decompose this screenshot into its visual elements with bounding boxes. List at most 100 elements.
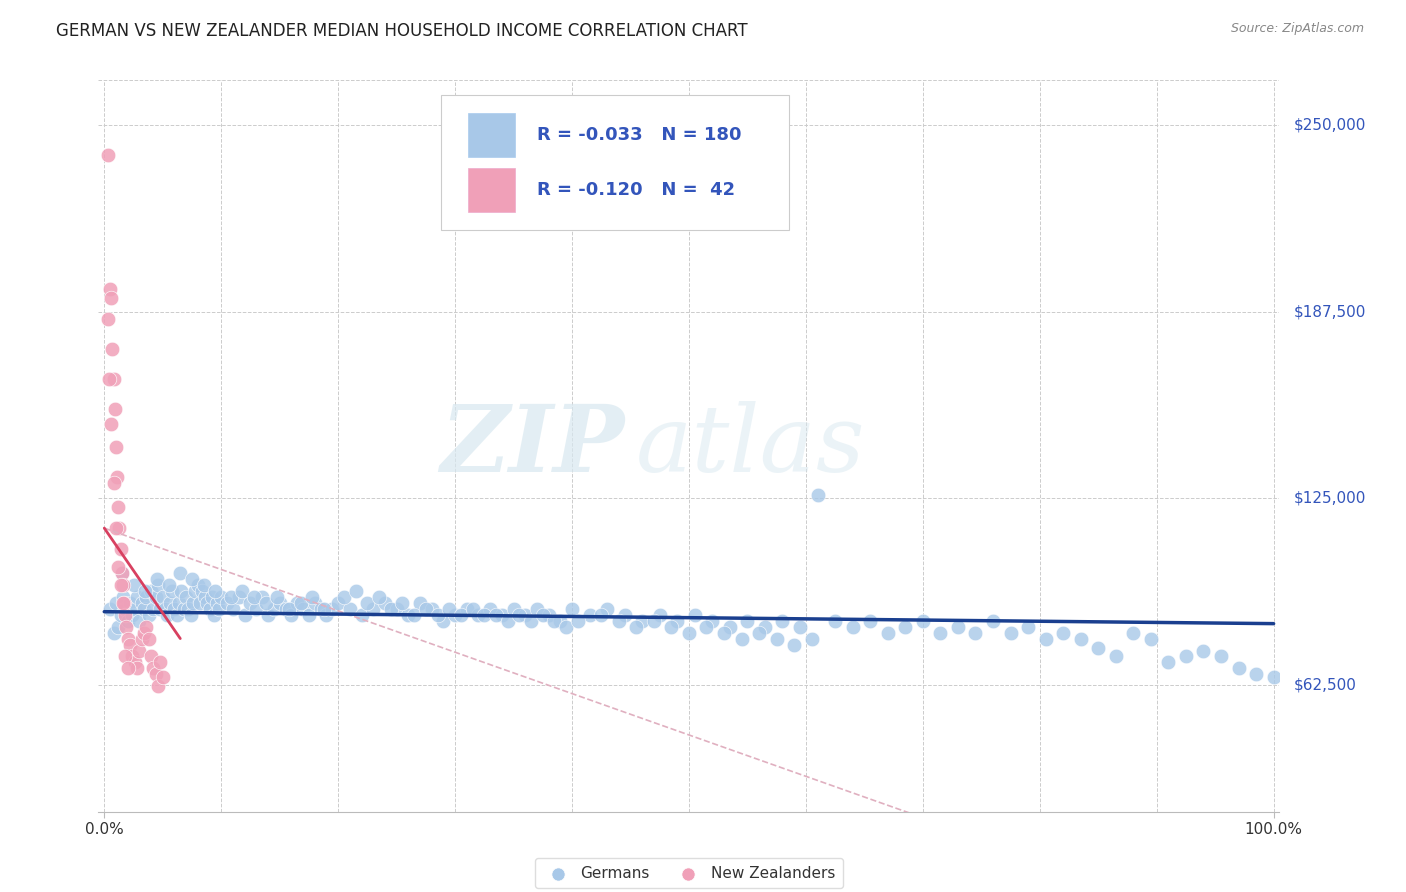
Point — [344, 583, 367, 598]
Point — [263, 601, 285, 615]
Point — [292, 601, 315, 615]
Point — [491, 607, 513, 622]
Point — [181, 572, 204, 586]
Point — [439, 601, 461, 615]
Point — [163, 601, 186, 615]
Point — [713, 625, 735, 640]
Point — [515, 607, 537, 622]
Point — [110, 578, 132, 592]
Point — [174, 590, 197, 604]
Point — [555, 619, 578, 633]
Point — [188, 596, 211, 610]
Point — [181, 596, 204, 610]
Text: ZIP: ZIP — [440, 401, 624, 491]
Point — [128, 614, 150, 628]
Point — [131, 632, 153, 646]
Point — [243, 590, 266, 604]
Point — [929, 625, 952, 640]
Text: $187,500: $187,500 — [1294, 304, 1365, 319]
Point — [198, 601, 221, 615]
Point — [321, 601, 343, 615]
Point — [254, 596, 277, 610]
Point — [191, 583, 214, 598]
Point — [1192, 643, 1215, 657]
Point — [765, 632, 787, 646]
Point — [142, 661, 165, 675]
Point — [117, 632, 139, 646]
Point — [131, 596, 153, 610]
Point — [138, 607, 160, 622]
Point — [104, 521, 127, 535]
Point — [103, 476, 125, 491]
Point — [125, 590, 148, 604]
Point — [108, 521, 131, 535]
Point — [138, 632, 160, 646]
Point — [508, 607, 530, 622]
Point — [946, 619, 969, 633]
Point — [280, 607, 302, 622]
Point — [145, 667, 167, 681]
Point — [146, 578, 169, 592]
Point — [1000, 625, 1022, 640]
Point — [180, 607, 202, 622]
Point — [149, 656, 172, 670]
Point — [800, 632, 823, 646]
Point — [111, 596, 134, 610]
Point — [173, 601, 195, 615]
Point — [981, 614, 1004, 628]
Point — [105, 470, 128, 484]
Point — [1017, 619, 1039, 633]
Point — [274, 601, 297, 615]
Point — [139, 583, 162, 598]
Point — [209, 590, 232, 604]
Point — [111, 590, 134, 604]
Point — [350, 607, 373, 622]
Point — [520, 614, 543, 628]
Point — [149, 601, 172, 615]
Point — [167, 596, 190, 610]
Point — [444, 607, 467, 622]
Point — [426, 607, 449, 622]
Point — [754, 619, 776, 633]
Point — [894, 619, 917, 633]
Point — [472, 607, 495, 622]
Point — [159, 596, 181, 610]
Point — [100, 417, 122, 431]
Point — [104, 401, 127, 416]
Point — [135, 619, 157, 633]
Point — [326, 596, 349, 610]
Point — [841, 619, 863, 633]
Point — [269, 596, 291, 610]
Point — [115, 619, 138, 633]
Point — [309, 601, 332, 615]
FancyBboxPatch shape — [468, 168, 516, 212]
Point — [695, 619, 717, 633]
Point — [114, 601, 136, 615]
Point — [128, 643, 150, 657]
Point — [111, 566, 134, 580]
FancyBboxPatch shape — [441, 95, 789, 230]
Point — [215, 596, 238, 610]
Point — [450, 607, 472, 622]
Point — [613, 607, 636, 622]
Point — [361, 601, 384, 615]
Point — [194, 590, 217, 604]
Point — [1105, 649, 1128, 664]
Point — [290, 596, 312, 610]
Point — [356, 596, 378, 610]
Point — [118, 596, 141, 610]
Point — [117, 661, 139, 675]
Text: $250,000: $250,000 — [1294, 118, 1365, 133]
FancyBboxPatch shape — [468, 113, 516, 157]
Point — [195, 596, 218, 610]
Point — [266, 590, 288, 604]
Point — [114, 607, 136, 622]
Point — [170, 583, 193, 598]
Point — [156, 607, 179, 622]
Point — [278, 601, 301, 615]
Point — [122, 578, 145, 592]
Text: Source: ZipAtlas.com: Source: ZipAtlas.com — [1230, 22, 1364, 36]
Point — [111, 578, 134, 592]
Point — [543, 614, 565, 628]
Point — [432, 614, 454, 628]
